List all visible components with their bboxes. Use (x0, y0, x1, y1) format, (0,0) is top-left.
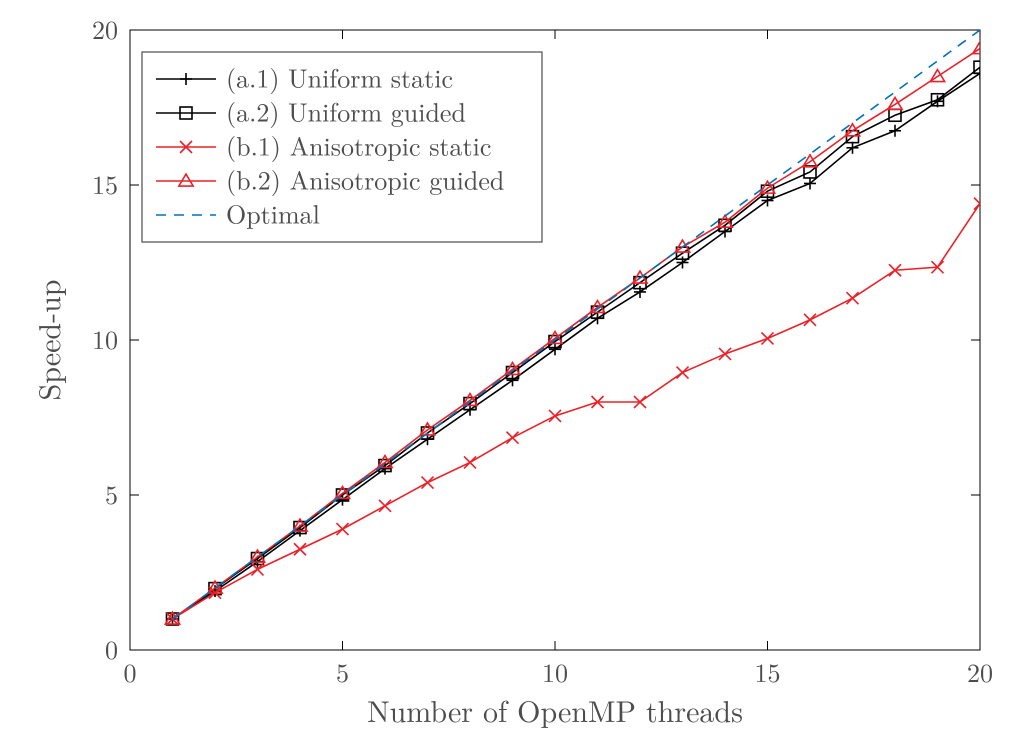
legend: (a.1) Uniform static(a.2) Uniform guided… (142, 52, 542, 242)
legend-label-a1: (a.1) Uniform static (226, 59, 453, 96)
legend-label-opt: Optimal (226, 195, 320, 232)
x-axis-label: Number of OpenMP threads (367, 688, 743, 731)
y-tick-label: 10 (92, 320, 118, 357)
x-tick-label: 10 (542, 653, 568, 690)
speedup-chart: 0 5 10 15 20 0 5 10 15 20 Number of OpenMP threads… (0, 0, 1024, 737)
legend-label-b2: (b.2) Anisotropic guided (226, 161, 504, 198)
x-tick-label: 15 (754, 653, 780, 690)
y-tick-label: 15 (92, 165, 118, 202)
legend-label-a2: (a.2) Uniform guided (226, 93, 466, 130)
series-b1 (173, 204, 981, 619)
x-tick-label: 5 (336, 653, 349, 690)
y-tick-label: 0 (105, 630, 118, 667)
x-tick-label: 20 (967, 653, 993, 690)
x-tick-label: 0 (123, 653, 136, 690)
y-tick-label: 20 (92, 10, 118, 47)
y-axis-label: Speed-up (26, 280, 69, 401)
y-tick-label: 5 (105, 475, 118, 512)
legend-label-b1: (b.1) Anisotropic static (226, 127, 491, 164)
markers-b1 (167, 198, 987, 625)
